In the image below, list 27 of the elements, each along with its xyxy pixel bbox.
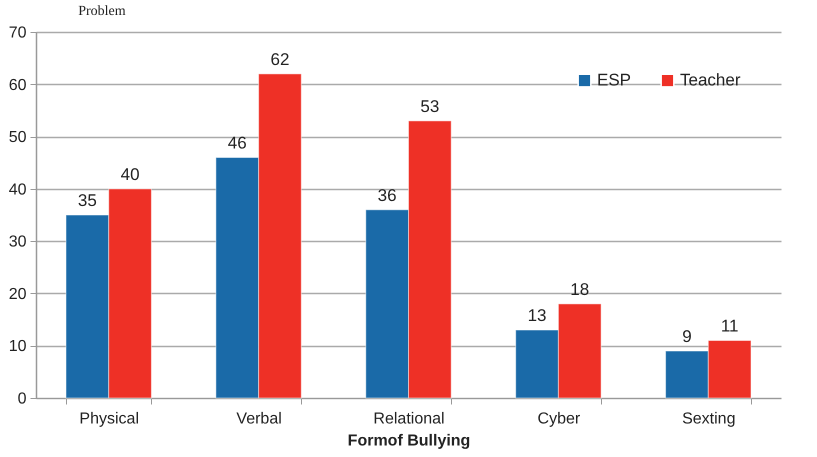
data-label: 53 <box>420 96 440 116</box>
x-tick-label: Physical <box>79 410 139 428</box>
y-tick-label: 60 <box>8 76 27 94</box>
data-label: 62 <box>270 50 290 69</box>
data-label: 13 <box>528 306 546 326</box>
data-label: 11 <box>720 316 738 336</box>
y-tick-label: 0 <box>18 390 27 408</box>
legend-label: Teacher <box>680 70 741 90</box>
y-tick-label: 20 <box>8 286 27 303</box>
y-tick-label: 10 <box>8 338 27 356</box>
y-tick-label: 50 <box>8 129 27 146</box>
x-tick-label: Sexting <box>682 410 736 428</box>
y-tick-label: 30 <box>8 234 27 251</box>
data-label: 35 <box>78 191 97 210</box>
y-tick-label: 40 <box>8 181 27 198</box>
x-tick-label: Cyber <box>538 410 581 428</box>
y-tick-label: 70 <box>8 24 27 42</box>
data-label: 40 <box>120 164 140 184</box>
x-tick-label: Relational <box>373 410 445 428</box>
chart-title: Problem <box>78 4 126 19</box>
data-label: 36 <box>378 186 397 205</box>
data-label: 9 <box>682 326 692 346</box>
data-label: 18 <box>570 280 590 299</box>
legend-label: ESP <box>597 70 632 90</box>
x-tick-label: Verbal <box>236 410 282 428</box>
x-axis-title: Formof Bullying <box>348 432 470 450</box>
data-label: 46 <box>228 133 247 152</box>
